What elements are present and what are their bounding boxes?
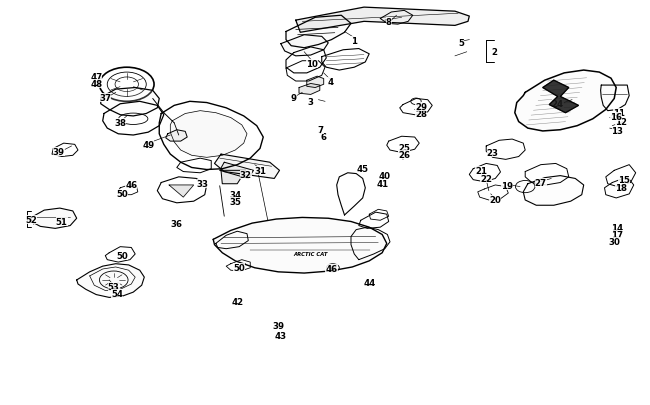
Text: 51: 51 [56, 217, 68, 226]
Text: 46: 46 [326, 265, 337, 274]
Text: 28: 28 [415, 110, 427, 119]
Text: 9: 9 [291, 94, 297, 102]
Text: 45: 45 [357, 165, 369, 174]
Text: 12: 12 [615, 118, 627, 127]
Text: 39: 39 [272, 322, 284, 330]
Text: 4: 4 [327, 77, 333, 86]
Text: 23: 23 [487, 149, 499, 158]
Text: 29: 29 [415, 103, 427, 112]
Text: 1: 1 [351, 37, 358, 46]
Polygon shape [220, 163, 254, 179]
Text: 26: 26 [398, 150, 410, 159]
Text: 2: 2 [491, 48, 497, 57]
Text: 10: 10 [306, 60, 318, 68]
Text: 8: 8 [385, 18, 392, 27]
Text: 33: 33 [197, 180, 209, 189]
Text: 43: 43 [275, 331, 287, 340]
Text: 37: 37 [99, 94, 111, 102]
Text: 25: 25 [398, 143, 410, 152]
Text: 3: 3 [307, 98, 314, 107]
Text: 34: 34 [229, 191, 241, 200]
Text: 31: 31 [254, 166, 266, 175]
Text: 40: 40 [379, 172, 391, 181]
Text: 27: 27 [535, 179, 547, 188]
Text: 38: 38 [114, 119, 126, 128]
Text: 53: 53 [108, 282, 120, 291]
Polygon shape [515, 71, 616, 132]
Text: 13: 13 [612, 127, 623, 136]
Polygon shape [77, 264, 144, 298]
Polygon shape [170, 111, 247, 158]
Text: 48: 48 [90, 80, 102, 89]
Text: 30: 30 [608, 238, 620, 247]
Polygon shape [307, 77, 324, 88]
Polygon shape [286, 16, 351, 49]
Text: 46: 46 [125, 181, 137, 190]
Text: 54: 54 [111, 289, 123, 298]
Polygon shape [214, 155, 280, 179]
Text: ARCTIC CAT: ARCTIC CAT [293, 252, 328, 256]
Polygon shape [296, 8, 469, 33]
Text: 50: 50 [116, 252, 128, 260]
Text: 11: 11 [613, 109, 625, 118]
Text: 35: 35 [229, 197, 241, 206]
Text: 44: 44 [363, 278, 375, 287]
Text: 15: 15 [618, 176, 630, 185]
Text: 50: 50 [116, 189, 128, 198]
Text: 47: 47 [90, 73, 102, 82]
Text: 22: 22 [480, 175, 492, 183]
Text: 52: 52 [25, 215, 37, 224]
Polygon shape [169, 185, 194, 198]
Text: 5: 5 [458, 39, 465, 48]
Text: 24: 24 [552, 100, 564, 109]
Text: 39: 39 [53, 147, 64, 156]
Text: 6: 6 [320, 132, 327, 141]
Polygon shape [31, 209, 77, 229]
Text: 42: 42 [231, 297, 243, 306]
Polygon shape [221, 171, 246, 184]
Text: 36: 36 [171, 219, 183, 228]
Text: 21: 21 [475, 166, 487, 175]
Text: 7: 7 [317, 126, 324, 135]
Text: 18: 18 [615, 184, 627, 193]
Circle shape [330, 266, 336, 270]
Polygon shape [281, 36, 328, 57]
Polygon shape [299, 84, 320, 95]
Polygon shape [101, 88, 159, 117]
Text: 32: 32 [240, 171, 252, 179]
Text: 20: 20 [489, 196, 501, 205]
Text: 16: 16 [610, 113, 622, 122]
Text: 19: 19 [501, 182, 513, 191]
Polygon shape [523, 176, 584, 206]
Text: 14: 14 [612, 223, 623, 232]
Polygon shape [543, 81, 578, 113]
Polygon shape [166, 130, 187, 142]
Polygon shape [213, 218, 387, 273]
Text: 17: 17 [612, 230, 623, 239]
Text: 50: 50 [233, 264, 245, 273]
Text: 49: 49 [142, 141, 154, 149]
Text: 41: 41 [376, 180, 388, 189]
